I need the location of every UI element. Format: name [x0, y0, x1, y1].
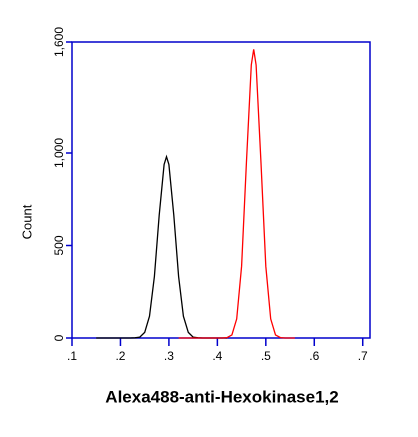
x-tick-label: .4 — [212, 349, 222, 363]
x-tick-label: .3 — [164, 349, 174, 363]
y-tick-label: 500 — [52, 235, 66, 255]
x-tick-label: .6 — [309, 349, 319, 363]
histogram-line — [178, 49, 295, 339]
x-tick-label: .7 — [358, 349, 368, 363]
y-tick-label: 1,000 — [52, 138, 66, 168]
x-tick-label: .1 — [67, 349, 77, 363]
y-tick-label: 1,600 — [52, 27, 66, 57]
x-tick-label: .2 — [115, 349, 125, 363]
y-axis-label: Count — [19, 204, 34, 239]
x-axis-label: Alexa488-anti-Hexokinase1,2 — [105, 387, 338, 406]
histogram-line — [96, 154, 228, 339]
plot-frame — [71, 41, 371, 339]
x-tick-label: .5 — [261, 349, 271, 363]
y-tick-label: 0 — [52, 334, 66, 341]
